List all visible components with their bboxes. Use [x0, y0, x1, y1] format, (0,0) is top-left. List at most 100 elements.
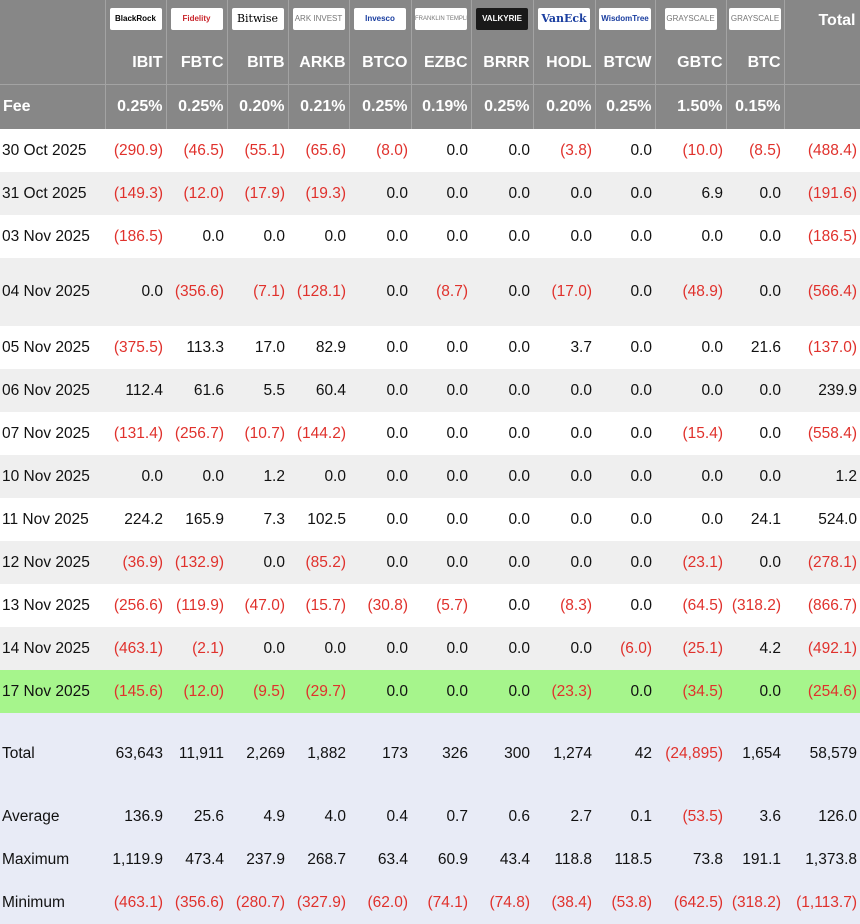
flow-cell: 0.0	[105, 258, 166, 326]
fee-arkb: 0.21%	[288, 84, 350, 129]
table-row: 30 Oct 2025 (290.9) (46.5) (55.1) (65.6) (8.0…	[0, 129, 860, 172]
summary-cell: (327.9)	[288, 881, 349, 924]
summary-cell: 63,643	[105, 713, 166, 795]
flow-cell: 524.0	[818, 510, 857, 528]
flow-cell: (85.2)	[288, 541, 349, 584]
summary-cell: 136.9	[105, 795, 166, 838]
flow-cell: 0.0	[386, 338, 408, 356]
flow-cell: (191.6)	[784, 172, 860, 215]
flow-cell: 0.0	[349, 541, 411, 584]
flow-cell: 0.0	[411, 369, 471, 412]
flow-cell: 0.0	[508, 510, 530, 528]
flow-cell: 0.0	[533, 172, 595, 215]
flow-cell: 0.0	[263, 227, 285, 245]
flow-cell: 0.0	[595, 369, 655, 412]
flow-cell: 0.0	[655, 455, 726, 498]
row-date: 03 Nov 2025	[2, 227, 90, 245]
flow-cell: (34.5)	[655, 670, 726, 713]
row-date: 30 Oct 2025	[2, 141, 87, 159]
flow-cell: (65.6)	[305, 141, 347, 159]
flow-cell: 0.0	[570, 227, 592, 245]
flow-cell: (566.4)	[784, 258, 860, 326]
flow-cell: (866.7)	[807, 596, 857, 614]
table-row: 31 Oct 2025 (149.3) (12.0) (17.9) (19.3) 0.0 0…	[0, 172, 860, 215]
flow-cell: 0.0	[595, 541, 655, 584]
table-row: 03 Nov 2025 (186.5) 0.0 0.0 0.0 0.0 0.0 0.0 0.0 0…	[0, 215, 860, 258]
flow-cell: 5.5	[227, 369, 288, 412]
summary-cell: 63.4	[349, 838, 411, 881]
summary-cell: 1,882	[288, 713, 349, 795]
flow-cell: (15.4)	[682, 424, 724, 442]
ticker-ezbc: EZBC	[411, 42, 472, 85]
flow-cell: 0.0	[726, 670, 784, 713]
fee-label: Fee	[0, 84, 106, 129]
flow-cell: 1.2	[784, 455, 860, 498]
row-date: 12 Nov 2025	[0, 541, 105, 584]
flow-cell: 17.0	[254, 338, 285, 356]
flow-cell: 0.0	[570, 510, 592, 528]
flow-cell: (9.5)	[227, 670, 288, 713]
table-row: 11 Nov 2025 224.2 165.9 7.3 102.5 0.0 0.0 0.0 0.…	[0, 498, 860, 541]
flow-cell: (186.5)	[113, 227, 163, 245]
fee-ibit: 0.25%	[105, 84, 167, 129]
row-date: 10 Nov 2025	[0, 455, 105, 498]
flow-cell: 0.0	[471, 369, 533, 412]
fee-bitb: 0.20%	[227, 84, 289, 129]
flow-cell: 0.0	[411, 627, 471, 670]
flow-cell: 0.0	[411, 172, 471, 215]
flow-cell: 165.9	[185, 510, 224, 528]
flow-cell: 224.2	[124, 510, 163, 528]
grayscale-logo-2: GRAYSCALE	[729, 7, 781, 30]
flow-cell: 60.4	[288, 369, 349, 412]
flow-cell: (2.1)	[166, 627, 227, 670]
flow-cell: (30.8)	[367, 596, 409, 614]
flow-cell: 0.0	[471, 541, 533, 584]
flow-cell: 0.0	[105, 455, 166, 498]
summary-cell: 1,274	[533, 713, 595, 795]
summary-cell: 237.9	[227, 838, 288, 881]
summary-row-average: Average 136.9 25.6 4.9 4.0 0.4 0.7 0.6 2.7 0.1 (53…	[0, 795, 860, 838]
row-date: 14 Nov 2025	[0, 627, 105, 670]
invesco-logo: Invesco	[354, 7, 406, 30]
flow-cell: 6.9	[655, 172, 726, 215]
total-column-header: Total	[784, 0, 860, 42]
flow-cell: (36.9)	[105, 541, 166, 584]
flow-cell: 21.6	[750, 338, 781, 356]
summary-cell: 0.7	[411, 795, 471, 838]
flow-cell: 0.0	[166, 455, 227, 498]
summary-cell: 0.6	[471, 795, 533, 838]
row-date: 06 Nov 2025	[0, 369, 105, 412]
flow-cell: (144.2)	[296, 424, 346, 442]
ticker-hodl: HODL	[533, 42, 596, 85]
flow-cell: (46.5)	[183, 141, 225, 159]
grayscale-logo: GRAYSCALE	[664, 7, 717, 30]
row-date: 07 Nov 2025	[2, 424, 90, 442]
flow-cell: 0.0	[630, 141, 652, 159]
flow-cell: 0.0	[726, 172, 784, 215]
summary-cell: 2,269	[227, 713, 288, 795]
summary-cell: 73.8	[655, 838, 726, 881]
flow-cell: 0.0	[227, 627, 288, 670]
flow-cell: 0.0	[446, 141, 468, 159]
flow-cell: (17.9)	[227, 172, 288, 215]
summary-cell: (53.5)	[655, 795, 726, 838]
flow-cell: (488.4)	[807, 141, 857, 159]
flow-cell: 0.0	[508, 338, 530, 356]
flow-cell: 0.0	[349, 455, 411, 498]
flow-cell: 0.0	[349, 670, 411, 713]
flow-cell: 0.0	[227, 541, 288, 584]
flow-cell: 0.0	[630, 510, 652, 528]
flow-cell: (8.0)	[376, 141, 408, 159]
flow-cell: 0.0	[630, 227, 652, 245]
flow-cell: (256.6)	[113, 596, 163, 614]
flow-cell: (375.5)	[113, 338, 163, 356]
flow-cell: 0.0	[349, 258, 411, 326]
flow-cell: (318.2)	[731, 596, 781, 614]
flow-cell: (6.0)	[595, 627, 655, 670]
table-row: 10 Nov 2025 0.0 0.0 1.2 0.0 0.0 0.0 0.0 0.0 0.0 0.…	[0, 455, 860, 498]
flow-cell: (149.3)	[105, 172, 166, 215]
bitwise-logo: Bitwise	[231, 7, 284, 30]
flow-cell: 0.0	[471, 258, 533, 326]
flow-cell: 0.0	[202, 227, 224, 245]
flow-cell: 0.0	[411, 455, 471, 498]
